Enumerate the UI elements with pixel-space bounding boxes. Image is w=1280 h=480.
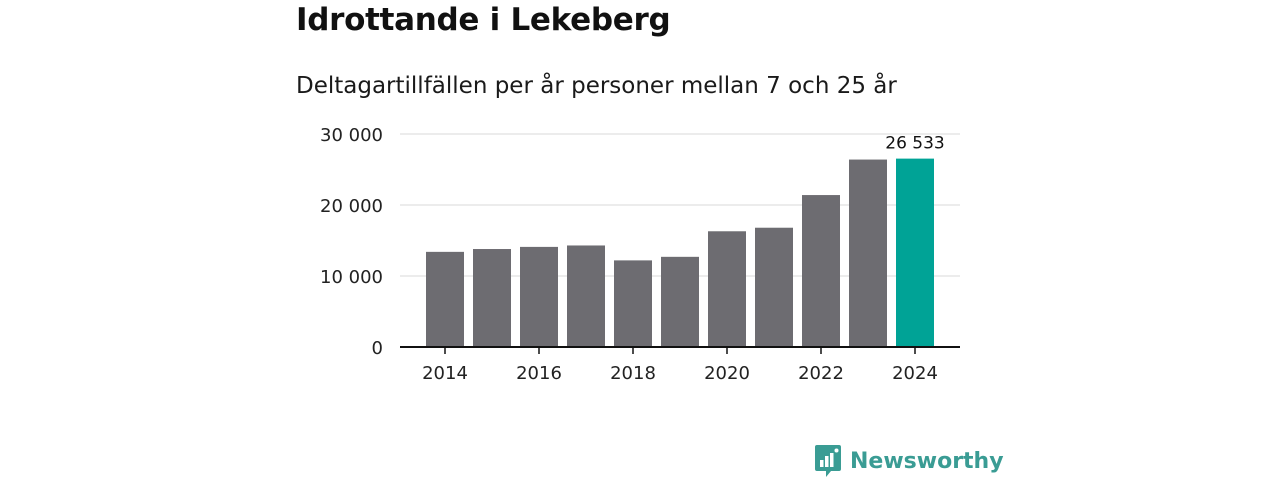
bar [426, 251, 464, 347]
chart-title: Idrottande i Lekeberg [296, 2, 671, 38]
bar [802, 195, 840, 347]
newsworthy-logo: Newsworthy [814, 444, 1004, 478]
bar [567, 245, 605, 347]
bar-highlight [896, 158, 934, 347]
y-tick-label: 10 000 [320, 267, 383, 288]
bar [473, 249, 511, 347]
bar [614, 260, 652, 347]
data-label: 26 533 [885, 134, 944, 154]
bar-chart-speech-icon [815, 445, 841, 477]
x-tick-label: 2018 [610, 363, 656, 384]
x-tick-label: 2016 [516, 363, 562, 384]
y-tick-label: 0 [372, 338, 383, 359]
bar [661, 256, 699, 347]
bar [849, 159, 887, 347]
bar [755, 227, 793, 347]
bar-chart: 0 10 000 20 000 30 000 2014 2016 2018 2020 2022 2… [320, 125, 960, 384]
x-tick-label: 2020 [704, 363, 750, 384]
y-tick-label: 30 000 [320, 125, 383, 146]
bar [708, 231, 746, 347]
chart-subtitle: Deltagartillfällen per år personer mella… [296, 73, 897, 99]
bar [520, 246, 558, 347]
brand-name: Newsworthy [850, 448, 1004, 474]
x-tick-label: 2014 [422, 363, 468, 384]
x-tick-label: 2022 [798, 363, 844, 384]
x-tick-label: 2024 [892, 363, 938, 384]
y-tick-label: 20 000 [320, 196, 383, 217]
